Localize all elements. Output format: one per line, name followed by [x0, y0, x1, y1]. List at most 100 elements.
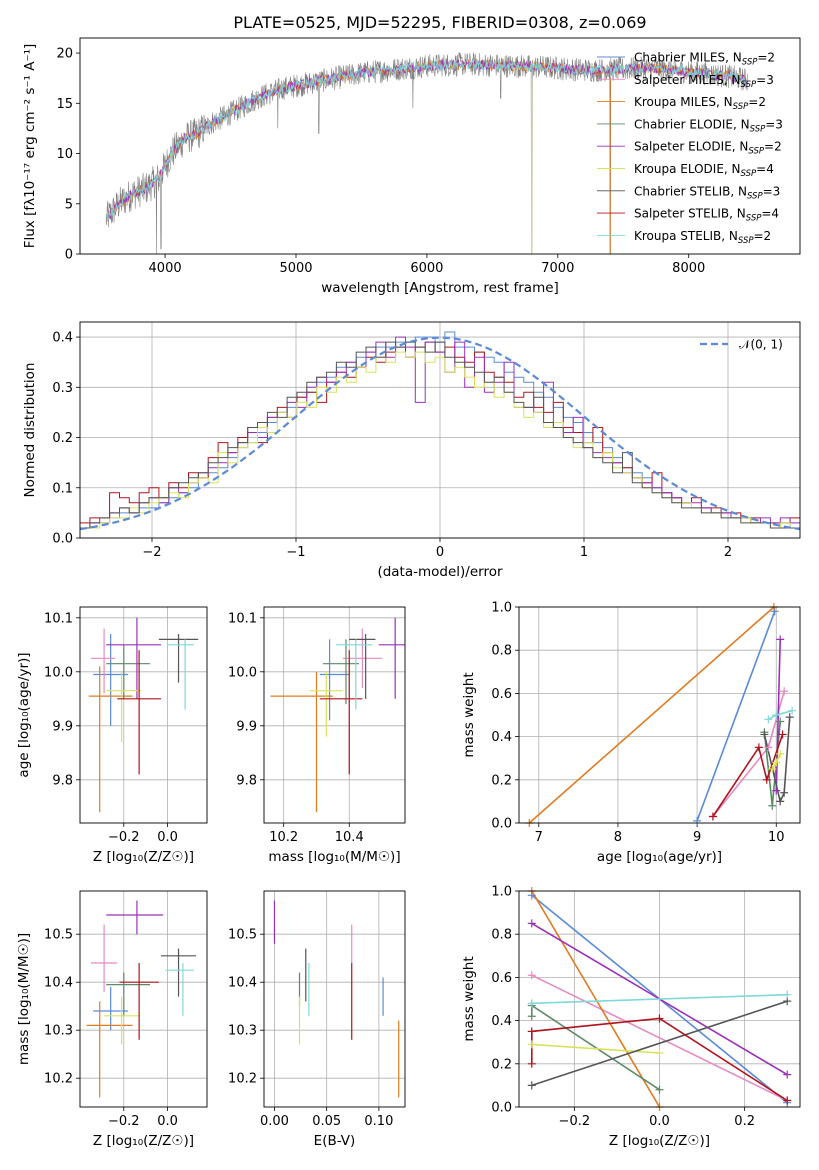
legend-label-main: Kroupa ELODIE, N	[634, 162, 741, 176]
x-tick-label: 4000	[149, 261, 182, 276]
x-tick-label: 1	[580, 545, 588, 560]
weight-marker	[776, 635, 785, 644]
x-tick-label: 0.0	[649, 1114, 670, 1129]
weight-marker	[772, 758, 781, 767]
y-tick-label: 20	[56, 47, 73, 62]
weight-marker	[776, 749, 785, 758]
legend-label-sub: SSP	[741, 169, 757, 179]
weight-line-salpeter-stelib	[712, 734, 784, 817]
y-tick-label: 0.8	[491, 928, 512, 943]
weight-marker	[783, 990, 792, 999]
y-tick-label: 10.4	[228, 976, 257, 991]
y-tick-label: 0.0	[52, 532, 73, 547]
weight-marker	[772, 786, 781, 795]
y-tick-label: 10.2	[44, 1072, 73, 1087]
axes-frame	[79, 321, 801, 539]
legend-label: Kroupa MILES, NSSP=2	[634, 95, 766, 112]
y-tick-label: 10.1	[228, 611, 257, 626]
x-axis-label: Z [log₁₀(Z/Z☉)]	[609, 1133, 710, 1149]
y-tick-label: 1.0	[491, 601, 512, 616]
y-axis-label: Normed distribution	[22, 363, 38, 498]
plot-area-mass-vs-Z	[86, 900, 197, 1098]
x-tick-label: −0.2	[108, 1114, 140, 1129]
weight-marker	[527, 999, 536, 1008]
legend-label-tail: =3	[765, 117, 783, 131]
x-tick-label: 0.0	[157, 830, 178, 845]
y-tick-label: 0.2	[491, 773, 512, 788]
x-tick-label: 7	[535, 830, 543, 845]
weight-marker	[776, 717, 785, 726]
weight-marker	[768, 801, 777, 810]
normal-curve-line	[80, 336, 800, 531]
y-tick-label: 9.8	[236, 773, 257, 788]
y-tick-label: 0	[65, 248, 73, 263]
panel-weight-vs-Z: −0.2 0.0 0.2 0.0 0.2 0.4 0.6 0.8 1.0 Z [log₁₀(Z/Z…	[461, 885, 801, 1149]
figure-title: PLATE=0525, MJD=52295, FIBERID=0308, z=0…	[233, 13, 646, 32]
x-tick-label: 7000	[541, 261, 574, 276]
x-tick-label: 6000	[410, 261, 443, 276]
legend-label: Chabrier STELIB, NSSP=3	[634, 184, 780, 201]
x-tick-label: −0.2	[108, 830, 140, 845]
axes-frame	[79, 606, 208, 824]
weight-marker	[783, 1070, 792, 1079]
y-tick-label: 10.3	[44, 1024, 73, 1039]
x-tick-label: 0.00	[260, 1114, 289, 1129]
panel-age-vs-Z: −0.2 0.0 9.8 9.9 10.0 10.1 Z [log₁₀(Z/Z☉)] age …	[16, 606, 208, 865]
y-tick-label: 0.8	[491, 644, 512, 659]
y-tick-label: 10.4	[44, 976, 73, 991]
weight-marker	[785, 713, 794, 722]
legend-label: Chabrier ELODIE, NSSP=3	[634, 117, 783, 134]
x-tick-label: 0.0	[157, 1114, 178, 1129]
plot-area-age-vs-Z	[88, 617, 199, 813]
x-axis-label: wavelength [Angstrom, rest frame]	[321, 280, 559, 296]
y-tick-label: 9.8	[52, 773, 73, 788]
legend-label-sub: SSP	[738, 236, 754, 246]
x-tick-label: 5000	[279, 261, 312, 276]
weight-line-kroupa-miles	[531, 891, 661, 1107]
x-tick-label: 0.10	[364, 1114, 393, 1129]
legend-label-main: Salpeter MILES, N	[634, 73, 741, 87]
y-tick-label: 0.3	[52, 381, 73, 396]
y-axis-label: mass weight	[461, 672, 477, 757]
x-tick-label: 8	[614, 830, 622, 845]
y-tick-label: 0.4	[52, 331, 73, 346]
x-tick-label: 0	[436, 545, 444, 560]
y-axis-label: mass [log₁₀(M/M☉)]	[16, 933, 32, 1065]
weight-marker	[772, 711, 781, 719]
weight-marker	[768, 765, 777, 773]
y-axis-label: Flux [fλ10⁻¹⁷ erg cm⁻² s⁻¹ A⁻¹]	[22, 44, 38, 249]
weight-line-chabrier-stelib	[531, 1000, 788, 1087]
axes-frame	[79, 890, 208, 1108]
weight-marker	[655, 1014, 664, 1023]
weight-line-kroupa-elodie	[531, 1043, 660, 1054]
weight-marker	[527, 1059, 536, 1068]
weight-marker	[693, 816, 702, 825]
y-tick-label: 0.6	[491, 971, 512, 986]
weight-line-kroupa-stelib	[531, 993, 788, 1005]
axes-frame	[263, 890, 406, 1108]
y-tick-label: 1.0	[491, 885, 512, 900]
legend-label-sub: SSP	[747, 191, 763, 201]
y-tick-label: 15	[56, 97, 73, 112]
legend-label: Salpeter ELODIE, NSSP=2	[634, 140, 782, 157]
axes-frame	[263, 606, 406, 824]
legend-label: 𝒩(0, 1)	[739, 338, 783, 352]
weight-marker	[760, 730, 769, 739]
panel-mass-vs-EBV: 0.00 0.05 0.10 10.2 10.3 10.4 10.5 E(B-V)	[228, 890, 406, 1149]
panel-weight-vs-age: 7 8 9 10 0.0 0.2 0.4 0.6 0.8 1.0 age [log₁₀(age/yr…	[461, 601, 801, 865]
legend-label: Salpeter STELIB, NSSP=4	[634, 207, 779, 224]
y-tick-label: 0.4	[491, 1014, 512, 1029]
weight-marker	[754, 743, 763, 752]
axes-frame	[518, 606, 801, 824]
panel-mass-vs-Z: −0.2 0.0 10.2 10.3 10.4 10.5 Z [log₁₀(Z/Z☉)] ma…	[16, 890, 208, 1149]
weight-marker	[527, 971, 536, 980]
x-tick-label: 10.2	[269, 830, 298, 845]
weight-line-chabrier-miles	[696, 611, 776, 822]
weight-line-salpeter-miles	[531, 974, 788, 1102]
y-tick-label: 9.9	[52, 719, 73, 734]
legend-label-sub: SSP	[742, 58, 758, 68]
legend-label: Salpeter MILES, NSSP=3	[634, 73, 774, 90]
legend-label: Chabrier MILES, NSSP=2	[634, 51, 775, 68]
legend-label-main: Kroupa MILES, N	[634, 95, 733, 109]
